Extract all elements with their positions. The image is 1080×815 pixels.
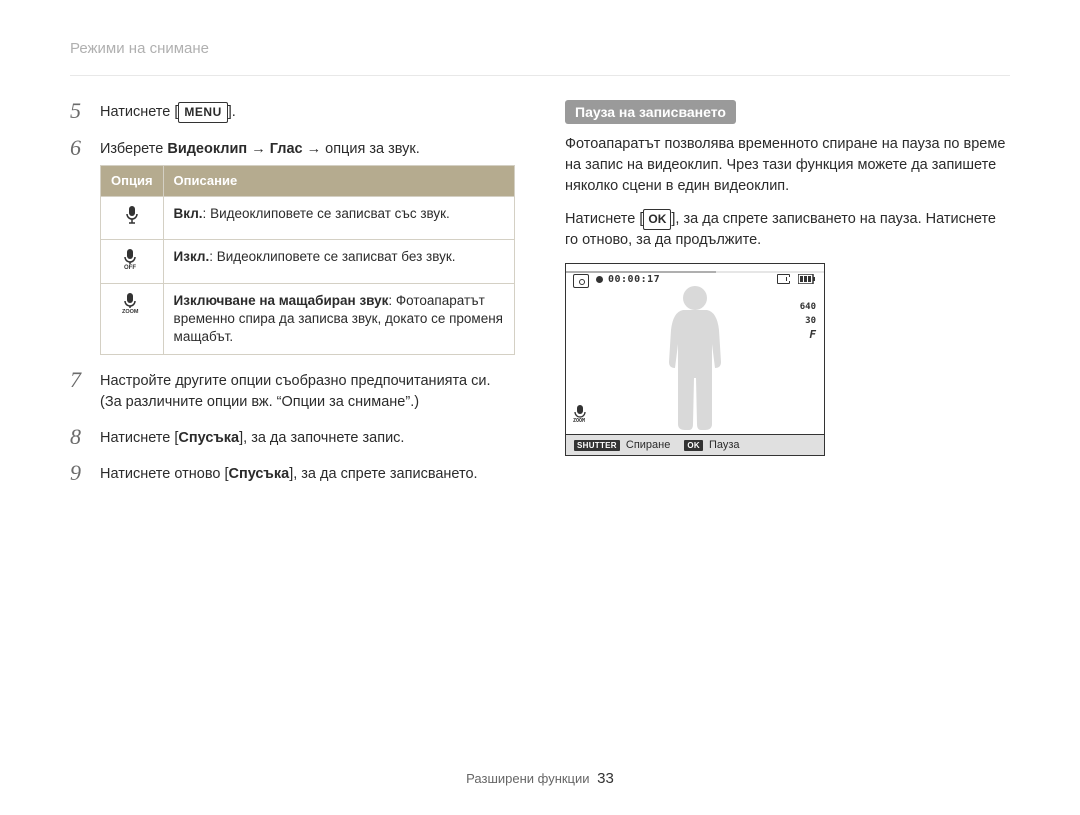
table-header-desc: Описание: [163, 166, 514, 197]
table-cell: Изключване на мащабиран звук: Фотоапарат…: [163, 283, 514, 355]
step-number: 5: [70, 100, 88, 123]
step-body: Натиснете отново [Спусъка], за да спрете…: [100, 462, 515, 484]
pause-badge: Пауза на записването: [565, 100, 736, 124]
step-number: 9: [70, 462, 88, 484]
shutter-chip: SHUTTER: [574, 440, 620, 451]
section-header: Режими на снимане: [70, 40, 1010, 76]
lcd-stop-label: Спиране: [626, 439, 670, 451]
left-column: 5 Натиснете [MENU]. 6 Изберете Видеоклип…: [70, 100, 515, 499]
footer-label: Разширени функции: [466, 771, 589, 786]
step-9: 9 Натиснете отново [Спусъка], за да спре…: [70, 462, 515, 484]
svg-text:ZOOM: ZOOM: [122, 309, 139, 314]
table-row: ZOOM Изключване на мащабиран звук: Фотоа…: [101, 283, 515, 355]
paragraph: Фотоапаратът позволява временното спиран…: [565, 134, 1010, 197]
lcd-bottom-bar: SHUTTER Спиране OK Пауза: [566, 434, 824, 455]
battery-icon: [798, 274, 816, 284]
lcd-resolution: 640: [800, 302, 816, 312]
menu-button-label: MENU: [178, 102, 227, 123]
step-body: Натиснете [MENU].: [100, 100, 515, 123]
right-column: Пауза на записването Фотоапаратът позвол…: [565, 100, 1010, 499]
progress-bar: [566, 271, 824, 273]
mic-zoom-icon: ZOOM: [101, 283, 164, 355]
header-title: Режими на снимане: [70, 40, 209, 57]
camera-lcd: 00:00:17 640 30 F ZOOM SHUTTER: [565, 263, 825, 456]
lcd-f-icon: F: [809, 328, 816, 341]
step-number: 7: [70, 369, 88, 412]
table-cell: Изкл.: Видеоклиповете се записват без зв…: [163, 239, 514, 283]
table-row: OFF Изкл.: Видеоклиповете се записват бе…: [101, 239, 515, 283]
sd-card-icon: [777, 274, 790, 284]
table-row: Вкл.: Видеоклиповете се записват със зву…: [101, 197, 515, 239]
step-body: Натиснете [Спусъка], за да започнете зап…: [100, 426, 515, 448]
step-6: 6 Изберете Видеоклип → Глас → опция за з…: [70, 137, 515, 356]
step-number: 8: [70, 426, 88, 448]
table-header-option: Опция: [101, 166, 164, 197]
page-number: 33: [597, 770, 614, 787]
svg-text:ZOOM: ZOOM: [573, 418, 585, 423]
step-number: 6: [70, 137, 88, 356]
camera-mode-icon: [573, 274, 589, 288]
table-cell: Вкл.: Видеоклиповете се записват със зву…: [163, 197, 514, 239]
step-body: Настройте другите опции съобразно предпо…: [100, 369, 515, 412]
lcd-pause-label: Пауза: [709, 439, 740, 451]
paragraph: Натиснете [OK], за да спрете записването…: [565, 209, 1010, 251]
page-footer: Разширени функции 33: [0, 770, 1080, 787]
svg-text:OFF: OFF: [124, 265, 136, 270]
mic-off-icon: OFF: [101, 239, 164, 283]
step-8: 8 Натиснете [Спусъка], за да започнете з…: [70, 426, 515, 448]
person-silhouette: [645, 282, 745, 430]
mic-zoom-icon: ZOOM: [573, 405, 589, 426]
record-dot-icon: [596, 276, 603, 283]
step-5: 5 Натиснете [MENU].: [70, 100, 515, 123]
lcd-fps: 30: [805, 316, 816, 326]
ok-chip: OK: [684, 440, 703, 451]
step-body: Изберете Видеоклип → Глас → опция за зву…: [100, 137, 515, 356]
step-7: 7 Настройте другите опции съобразно пред…: [70, 369, 515, 412]
mic-on-icon: [101, 197, 164, 239]
ok-button-label: OK: [643, 209, 671, 230]
options-table: Опция Описание Вкл.: Видеоклиповете се з…: [100, 165, 515, 355]
